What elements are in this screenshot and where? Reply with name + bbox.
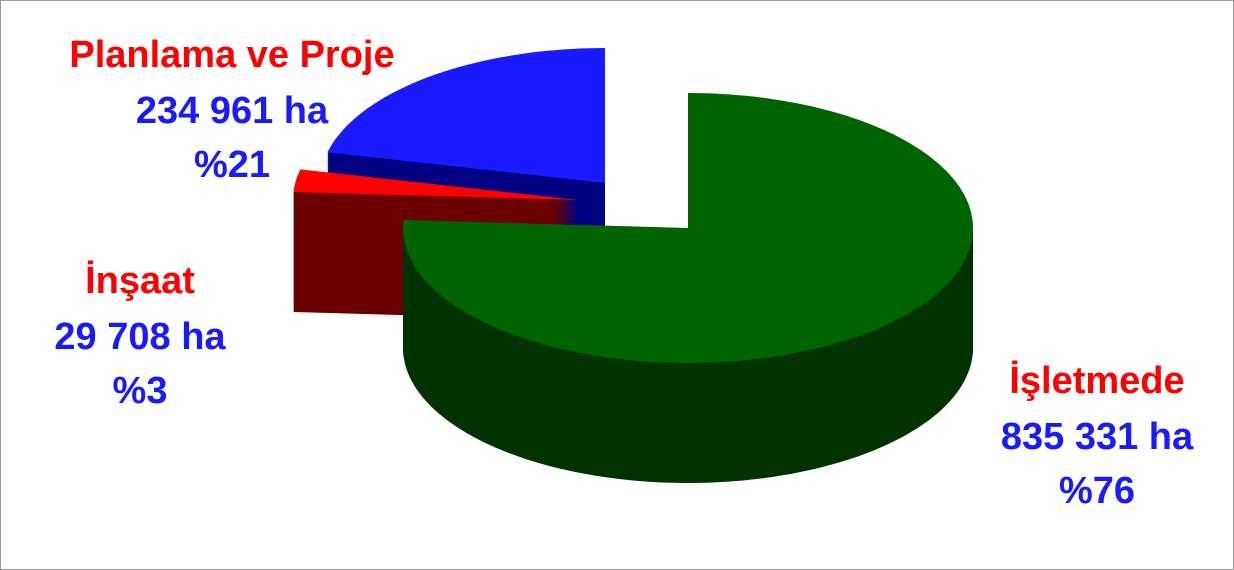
slice xyxy=(403,93,973,483)
percent-label: %76 xyxy=(1059,470,1135,512)
slice-top xyxy=(403,93,973,363)
value-label: 234 961 ha xyxy=(136,90,329,132)
value-label: 29 708 ha xyxy=(54,316,226,358)
category-label: İşletmede xyxy=(1009,360,1184,402)
category-label: Planlama ve Proje xyxy=(69,34,394,76)
value-label: 835 331 ha xyxy=(1001,416,1194,458)
category-label: İnşaat xyxy=(85,260,195,302)
slice-top xyxy=(293,169,578,200)
slice-top xyxy=(327,48,605,183)
percent-label: %21 xyxy=(194,144,270,186)
percent-label: %3 xyxy=(113,370,168,412)
